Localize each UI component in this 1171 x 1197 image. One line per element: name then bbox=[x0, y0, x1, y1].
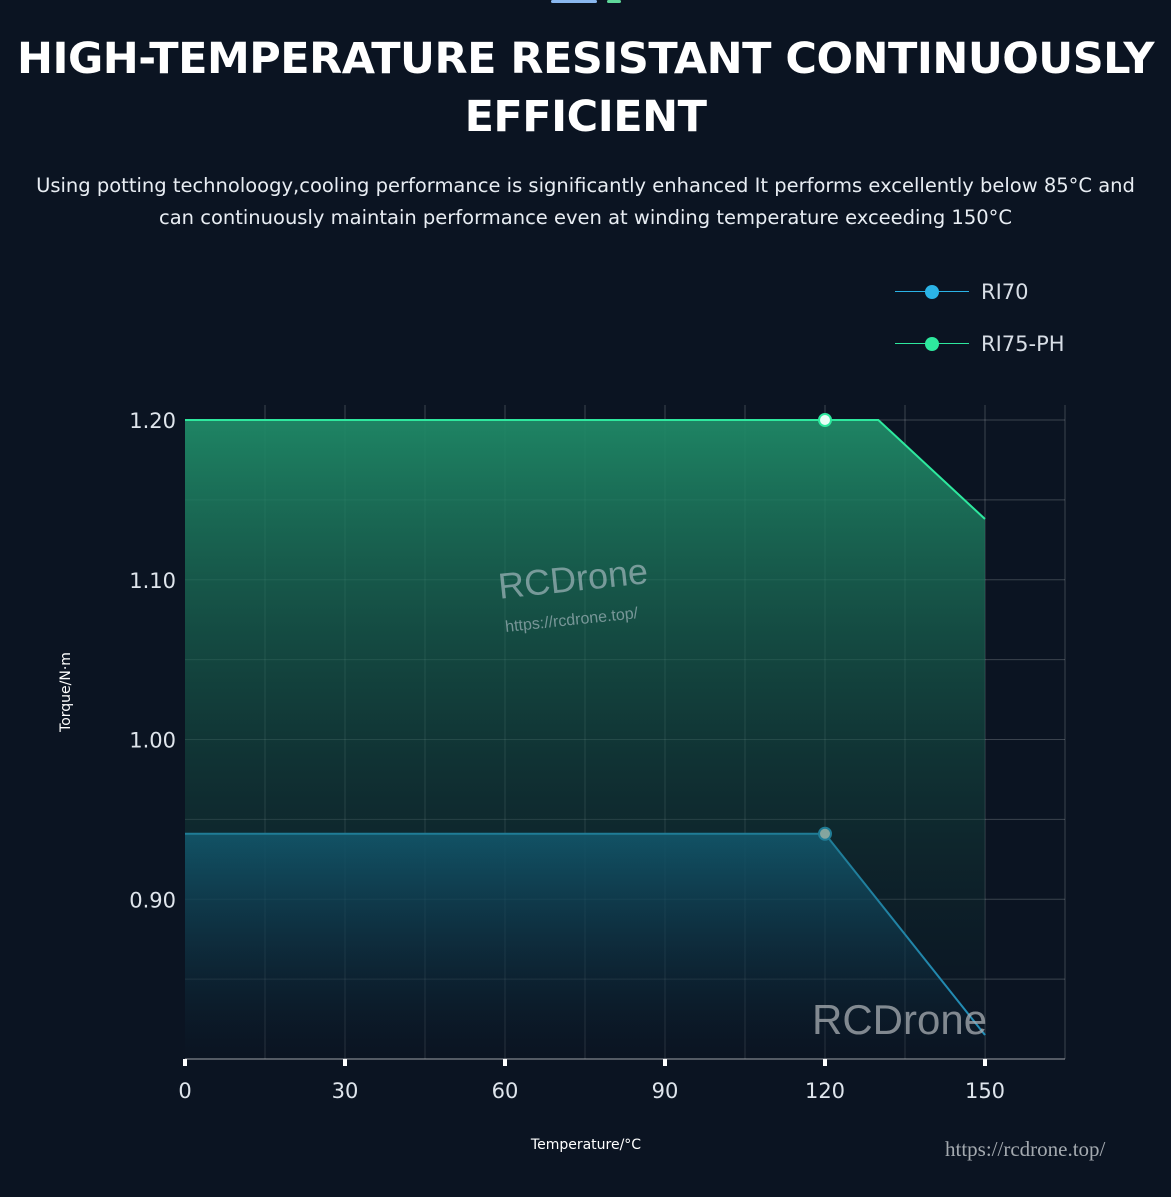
x-tick-label: 90 bbox=[652, 1079, 679, 1103]
y-tick-label: 1.00 bbox=[129, 729, 176, 753]
tab-indicator-inactive[interactable] bbox=[607, 0, 621, 3]
legend-swatch bbox=[895, 285, 969, 299]
tab-indicator-active[interactable] bbox=[551, 0, 597, 3]
y-tick-label: 1.20 bbox=[129, 409, 176, 433]
y-axis-label: Torque/N·m bbox=[58, 652, 74, 733]
legend-label: RI75-PH bbox=[981, 332, 1065, 356]
marker-RI75-PH bbox=[818, 413, 832, 427]
x-tick-label: 120 bbox=[805, 1079, 845, 1103]
legend-label: RI70 bbox=[981, 280, 1029, 304]
page-title: HIGH-TEMPERATURE RESISTANT CONTINUOUSLY … bbox=[16, 34, 1155, 142]
y-tick-label: 1.10 bbox=[129, 569, 176, 593]
page-subtitle: Using potting technoloogy,cooling perfor… bbox=[36, 174, 1135, 229]
legend-item-ri70[interactable]: RI70 bbox=[895, 280, 1029, 304]
legend-item-ri75-ph[interactable]: RI75-PH bbox=[895, 332, 1065, 356]
line-RI75-PH bbox=[185, 419, 986, 520]
x-tick-label: 60 bbox=[492, 1079, 519, 1103]
watermark-url-2: https://rcdrone.top/ bbox=[945, 1137, 1106, 1161]
legend-swatch bbox=[895, 337, 969, 351]
area-RI75-PH bbox=[185, 420, 985, 1059]
watermark-brand-2: RCDrone bbox=[812, 996, 988, 1043]
y-tick-label: 0.90 bbox=[129, 888, 176, 912]
x-axis-label: Temperature/°C bbox=[530, 1137, 641, 1153]
x-tick-label: 0 bbox=[178, 1079, 191, 1103]
x-tick-label: 150 bbox=[965, 1079, 1005, 1103]
x-tick-label: 30 bbox=[332, 1079, 359, 1103]
